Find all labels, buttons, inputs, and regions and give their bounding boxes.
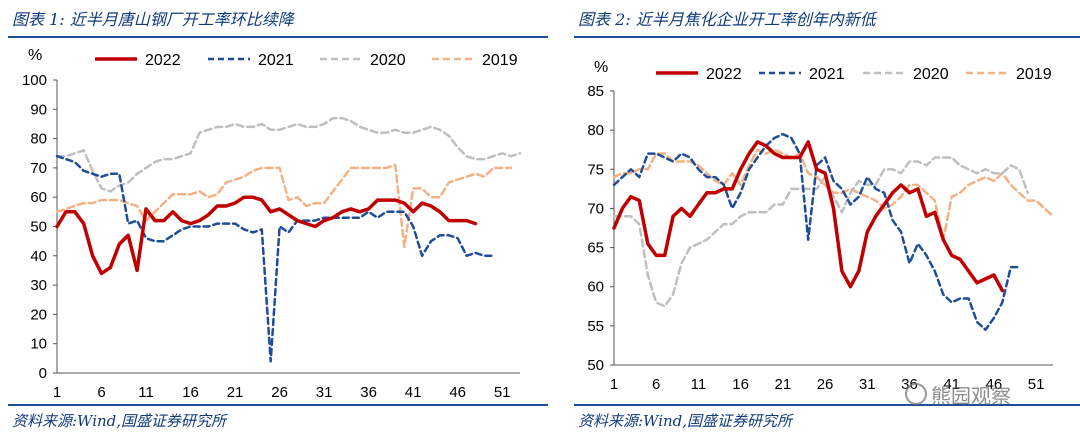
x-tick-label: 41 <box>943 376 960 393</box>
legend-label-2020: 2020 <box>913 66 949 83</box>
y-tick-label: 0 <box>39 365 47 382</box>
series-line-2021 <box>55 154 495 363</box>
x-tick-label: 1 <box>610 376 618 393</box>
watermark-text: 熊园观察 <box>931 384 1011 408</box>
x-tick-label: 26 <box>271 384 288 401</box>
chart-2-source: 资料来源:Wind,国盛证券研究所 <box>578 412 793 430</box>
x-tick-label: 31 <box>859 376 876 393</box>
series-line-2019 <box>612 148 1055 241</box>
series-line-2020 <box>55 116 522 193</box>
x-tick-label: 11 <box>138 384 154 401</box>
x-tick-label: 16 <box>182 384 199 401</box>
legend-label-2021: 2021 <box>809 66 845 83</box>
x-tick-label: 51 <box>1028 376 1045 393</box>
y-tick-label: 50 <box>30 219 47 236</box>
chart-2-top-rule <box>574 36 1080 38</box>
chart-2-bottom-rule <box>574 404 1080 406</box>
chart-1-source: 资料来源:Wind,国盛证券研究所 <box>12 412 227 430</box>
x-tick-label: 21 <box>775 376 792 393</box>
y-tick-label: 50 <box>587 357 604 374</box>
x-tick-label: 46 <box>986 376 1003 393</box>
y-tick-label: 90 <box>30 101 47 118</box>
x-tick-label: 16 <box>732 376 749 393</box>
x-tick-label: 46 <box>449 384 466 401</box>
y-tick-label: 55 <box>587 318 604 335</box>
y-tick-label: 85 <box>587 83 604 100</box>
series-line-2022 <box>612 140 1005 293</box>
legend-label-2021: 2021 <box>258 52 294 69</box>
y-tick-label: 70 <box>30 160 47 177</box>
y-tick-label: 10 <box>30 336 47 353</box>
x-tick-label: 51 <box>494 384 511 401</box>
y-tick-label: 75 <box>587 161 604 178</box>
chart-1-top-rule <box>8 36 548 38</box>
legend-label-2020: 2020 <box>370 52 406 69</box>
legend-label-2022: 2022 <box>145 52 181 69</box>
wechat-icon <box>905 383 927 405</box>
y-tick-label: 40 <box>30 248 47 265</box>
y-tick-label: 80 <box>587 122 604 139</box>
x-tick-label: 36 <box>360 384 377 401</box>
legend-label-2022: 2022 <box>706 66 742 83</box>
chart-2-title: 图表 2: 近半月焦化企业开工率创年内新低 <box>578 10 876 29</box>
legend-label-2019: 2019 <box>1016 66 1052 83</box>
x-tick-label: 21 <box>227 384 244 401</box>
x-tick-label: 11 <box>691 376 707 393</box>
chart-1-title: 图表 1: 近半月唐山钢厂开工率环比续降 <box>12 10 294 29</box>
chart-panel-2: 图表 2: 近半月焦化企业开工率创年内新低 50 55 60 65 70 75 80 85 1 6… <box>566 0 1080 443</box>
x-tick-label: 41 <box>405 384 422 401</box>
series-line-2020 <box>612 156 1029 308</box>
chart-panel-1: 图表 1: 近半月唐山钢厂开工率环比续降 0 10 20 30 40 50 60 70 80 90… <box>8 10 548 430</box>
watermark: 熊园观察 <box>905 380 1011 409</box>
y-tick-label: 30 <box>30 277 47 294</box>
x-tick-label: 6 <box>97 384 105 401</box>
x-tick-label: 6 <box>652 376 660 393</box>
y-tick-label: 60 <box>30 189 47 206</box>
y-tick-label: 60 <box>587 279 604 296</box>
x-tick-label: 1 <box>53 384 61 401</box>
y-tick-label: 100 <box>22 72 47 89</box>
y-tick-label: 80 <box>30 131 47 148</box>
x-tick-label: 26 <box>817 376 834 393</box>
y-axis-label: % <box>594 59 608 76</box>
chart-1-bottom-rule <box>8 404 548 406</box>
legend-label-2019: 2019 <box>482 52 518 69</box>
y-tick-label: 65 <box>587 240 604 257</box>
series-line-2022 <box>55 195 478 276</box>
series-line-2019 <box>55 163 513 249</box>
y-tick-label: 70 <box>587 200 604 217</box>
y-tick-label: 20 <box>30 306 47 323</box>
y-axis-label: % <box>28 47 42 64</box>
x-tick-label: 31 <box>316 384 333 401</box>
